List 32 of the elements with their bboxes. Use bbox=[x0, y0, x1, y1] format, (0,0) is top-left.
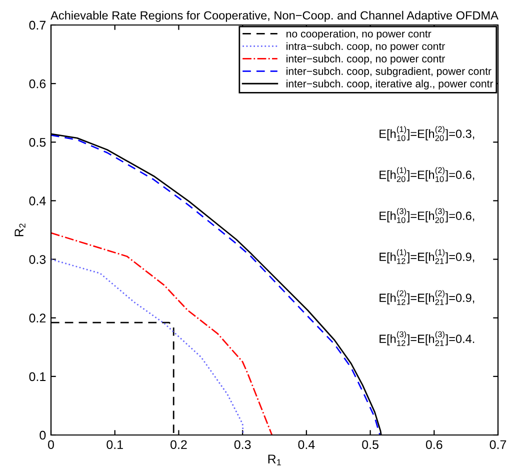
y-tick-label: 0.5 bbox=[29, 138, 46, 147]
y-tick-label: 0.6 bbox=[29, 79, 46, 88]
legend-label: inter−subch. coop, subgradient, power contr bbox=[286, 67, 492, 78]
annotation: E[h$^{(1)}$$_{10}$]=E[h$^{(2)}$$_{20}$]=0.3, bbox=[380, 126, 474, 142]
annotation: E[h$^{(3)}$$_{12}$]=E[h$^{(3)}$$_{21}$]=0.4. bbox=[380, 331, 474, 346]
line-series bbox=[51, 232, 273, 435]
annotation: E[h$^{(3)}$$_{10}$]=E[h$^{(3)}$$_{20}$]=0.6, bbox=[380, 208, 474, 224]
y-tick-label: 0.2 bbox=[29, 314, 46, 323]
line-series bbox=[51, 258, 244, 435]
x-tick-label: 0.1 bbox=[106, 440, 123, 450]
annotation: E[h$^{(2)}$$_{12}$]=E[h$^{(2)}$$_{21}$]=0.9, bbox=[380, 290, 474, 306]
x-tick-label: 0.2 bbox=[170, 440, 187, 450]
y-axis-title: R$_{2}$ bbox=[14, 224, 26, 236]
x-tick-label: 0.5 bbox=[362, 440, 378, 450]
x-tick-label: 0 bbox=[48, 440, 54, 450]
y-tick-label: 0.3 bbox=[29, 255, 46, 264]
legend-label: intra−subch. coop, no power contr bbox=[286, 42, 445, 52]
y-tick-label: 0.1 bbox=[29, 372, 46, 382]
x-tick-label: 0.7 bbox=[490, 440, 506, 450]
x-tick-label: 0.3 bbox=[234, 440, 251, 450]
legend-label: no cooperation, no power contr bbox=[286, 30, 432, 40]
x-tick-label: 0.4 bbox=[298, 440, 315, 450]
y-tick-label: 0.4 bbox=[29, 196, 46, 206]
annotation: E[h$^{(1)}$$_{12}$]=E[h$^{(1)}$$_{21}$]=0.9, bbox=[380, 249, 474, 264]
chart-title: Achievable Rate Regions for Cooperative, Non−Coop. and Channel Adaptive OFDMA bbox=[50, 10, 498, 22]
y-tick-label: 0 bbox=[40, 430, 46, 440]
x-tick-label: 0.6 bbox=[426, 440, 442, 450]
x-axis-title: R$_{1}$ bbox=[268, 454, 281, 466]
annotation: E[h$^{(1)}$$_{20}$]=E[h$^{(2)}$$_{10}$]=0.6, bbox=[380, 167, 474, 182]
legend-label: inter−subch. coop, iterative alg., power contr bbox=[286, 80, 494, 90]
legend-label: inter−subch. coop, no power contr bbox=[286, 54, 445, 65]
y-tick-label: 0.7 bbox=[29, 20, 46, 30]
